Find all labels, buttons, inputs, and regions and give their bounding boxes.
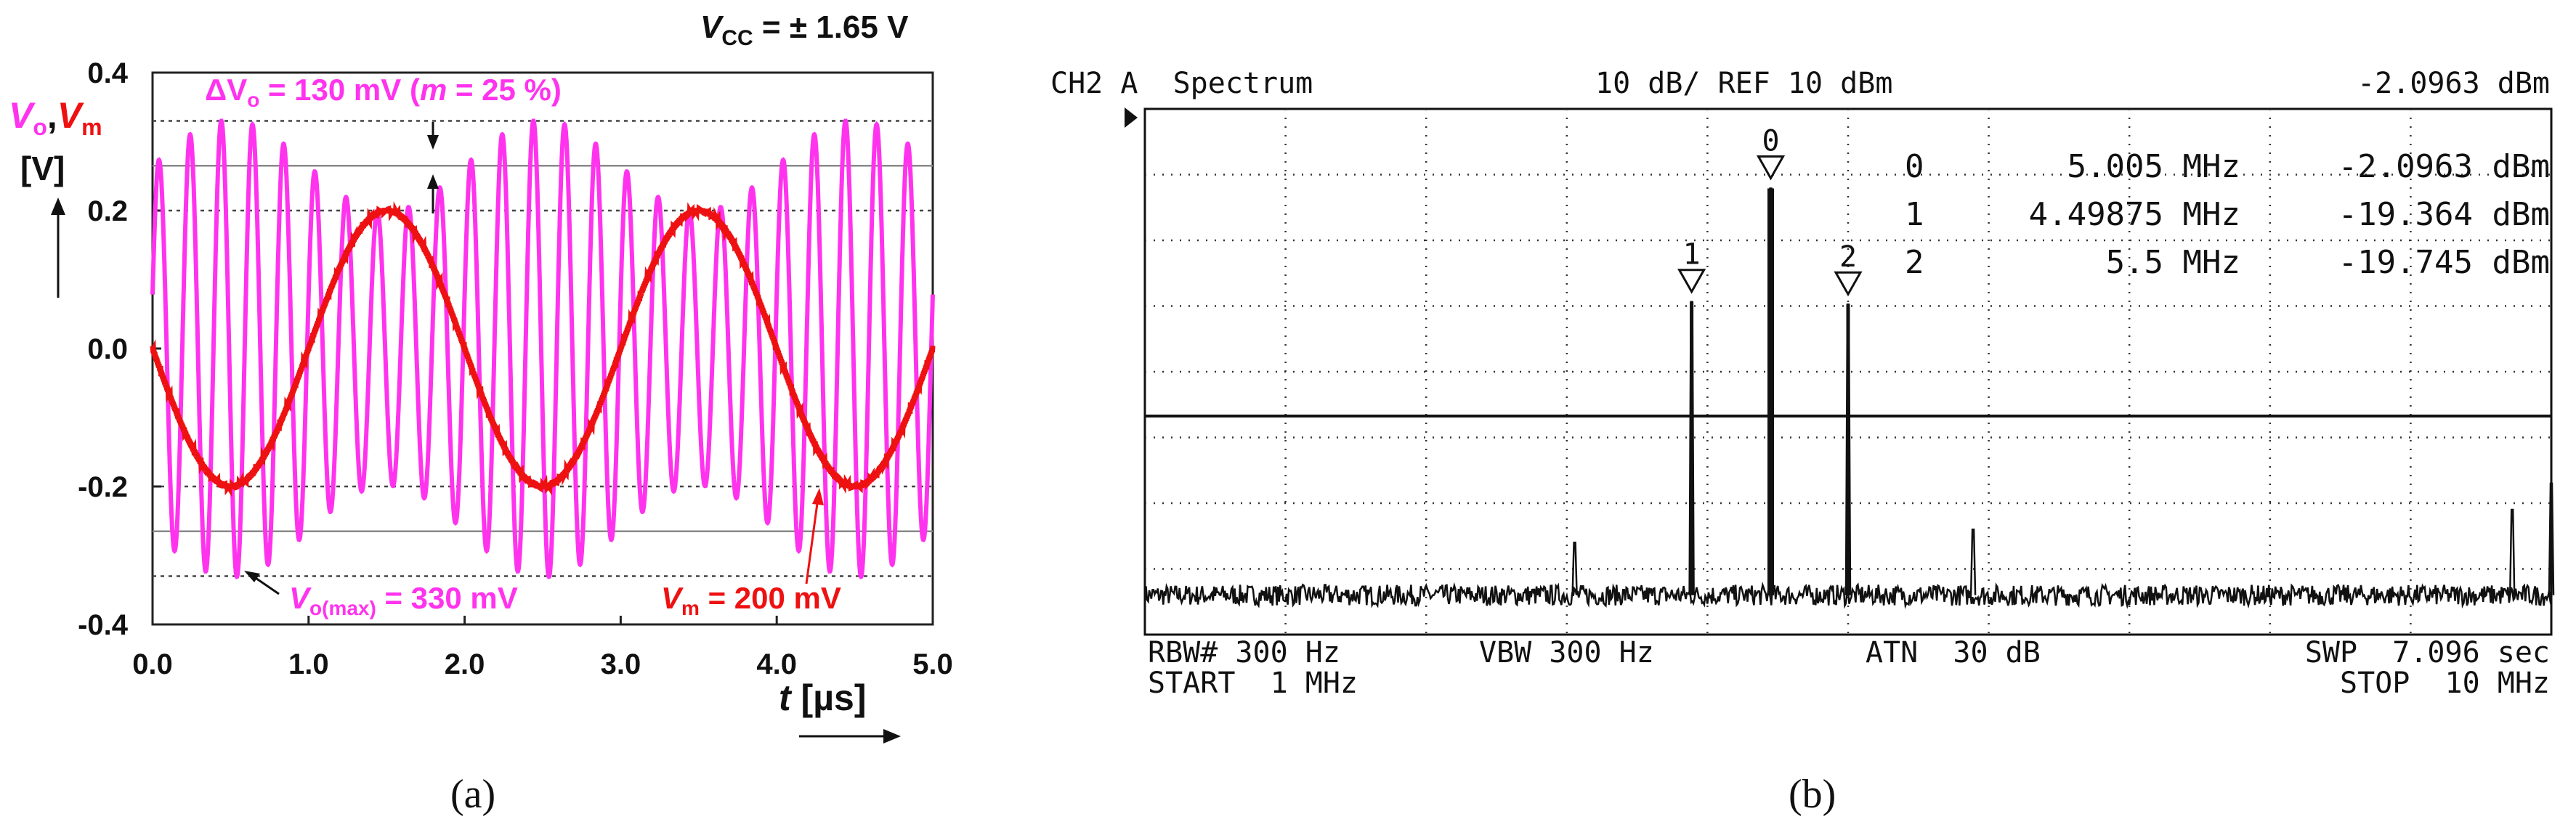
delta-vo-arrows [427, 122, 439, 213]
panel-a-x-ticks: 0.0 1.0 2.0 3.0 4.0 5.0 [132, 616, 953, 680]
x-tick-label: 4.0 [756, 648, 797, 680]
footer-vbw: VBW 300 Hz [1479, 636, 1654, 669]
marker-triangle-0 [1756, 155, 1786, 181]
marker-readout-id: 2 [1905, 244, 1924, 281]
marker-readout-freq: 5.5 MHz [2106, 244, 2240, 281]
spectrum-header-left: CH2 A Spectrum [1050, 67, 1313, 100]
panel-a-waveform-chart: 0.4 0.2 0.0 -0.2 -0.4 0.0 1.0 2.0 3.0 4.0 5.0 VCC… [9, 9, 953, 817]
marker-readout-level: -19.745 dBm [2338, 244, 2550, 281]
marker-readout-freq: 5.005 MHz [2067, 148, 2240, 185]
footer-swp: SWP 7.096 sec [2305, 636, 2550, 669]
series-vo-carrier [150, 118, 935, 579]
marker-readout: 0 5.005 MHz -2.0963 dBm 1 4.49875 MHz -1… [1905, 148, 2550, 281]
y-axis-unit: [V] [20, 150, 65, 187]
marker-readout-id: 1 [1905, 196, 1924, 233]
footer-stop: STOP 10 MHz [2340, 667, 2550, 700]
marker-triangle-2 [1834, 271, 1863, 297]
spectrum-markers: 1 0 2 [1677, 124, 1863, 595]
x-axis-label: t [µs] [779, 677, 866, 718]
x-tick-label: 5.0 [912, 648, 953, 680]
marker-readout-freq: 4.49875 MHz [2029, 196, 2240, 233]
vm-pointer [805, 488, 824, 584]
footer-rbw: RBW# 300 Hz [1148, 636, 1340, 669]
y-axis-arrow [51, 197, 65, 298]
y-tick-label: 0.4 [87, 57, 128, 89]
vo-max-pointer [244, 571, 280, 595]
footer-atn: ATN 30 dB [1866, 636, 2041, 669]
marker-label-2: 2 [1839, 240, 1857, 274]
marker-readout-level: -19.364 dBm [2338, 196, 2550, 233]
x-axis-arrow [799, 729, 901, 744]
y-tick-label: -0.4 [78, 609, 129, 641]
marker-readout-id: 0 [1905, 148, 1924, 185]
annotation-delta-vo: ΔVo = 130 mV (m = 25 %) [205, 73, 562, 111]
series-vm-modulating [150, 201, 936, 497]
spectrum-header-right: -2.0963 dBm [2357, 67, 2550, 100]
panel-b-caption: (b) [1789, 772, 1836, 817]
annotation-vo-max: Vo(max) = 330 mV [289, 581, 518, 619]
reference-level-pointer [1125, 107, 1138, 128]
y-tick-label: -0.2 [78, 471, 128, 503]
marker-label-1: 1 [1683, 238, 1701, 272]
annotation-vm: Vm = 200 mV [661, 581, 841, 619]
y-tick-label: 0.0 [87, 333, 128, 365]
supply-voltage-label: VCC = ± 1.65 V [700, 9, 909, 50]
spectrum-grid [1145, 109, 2551, 635]
y-axis-label: Vo,Vm [9, 95, 102, 140]
x-tick-label: 1.0 [288, 648, 329, 680]
x-tick-label: 2.0 [445, 648, 485, 680]
marker-readout-level: -2.0963 dBm [2338, 148, 2550, 185]
x-tick-label: 3.0 [601, 648, 641, 680]
y-tick-label: 0.2 [87, 195, 128, 227]
panel-a-caption: (a) [450, 772, 495, 817]
marker-triangle-1 [1677, 269, 1706, 294]
x-tick-label: 0.0 [132, 648, 173, 680]
marker-label-0: 0 [1762, 124, 1779, 158]
footer-start: START 1 MHz [1148, 667, 1358, 700]
panel-b-spectrum-chart: CH2 A Spectrum 10 dB/ REF 10 dBm -2.0963… [1050, 67, 2555, 817]
spectrum-header-mid: 10 dB/ REF 10 dBm [1595, 67, 1892, 100]
panel-a-y-ticks: 0.4 0.2 0.0 -0.2 -0.4 [78, 57, 161, 641]
